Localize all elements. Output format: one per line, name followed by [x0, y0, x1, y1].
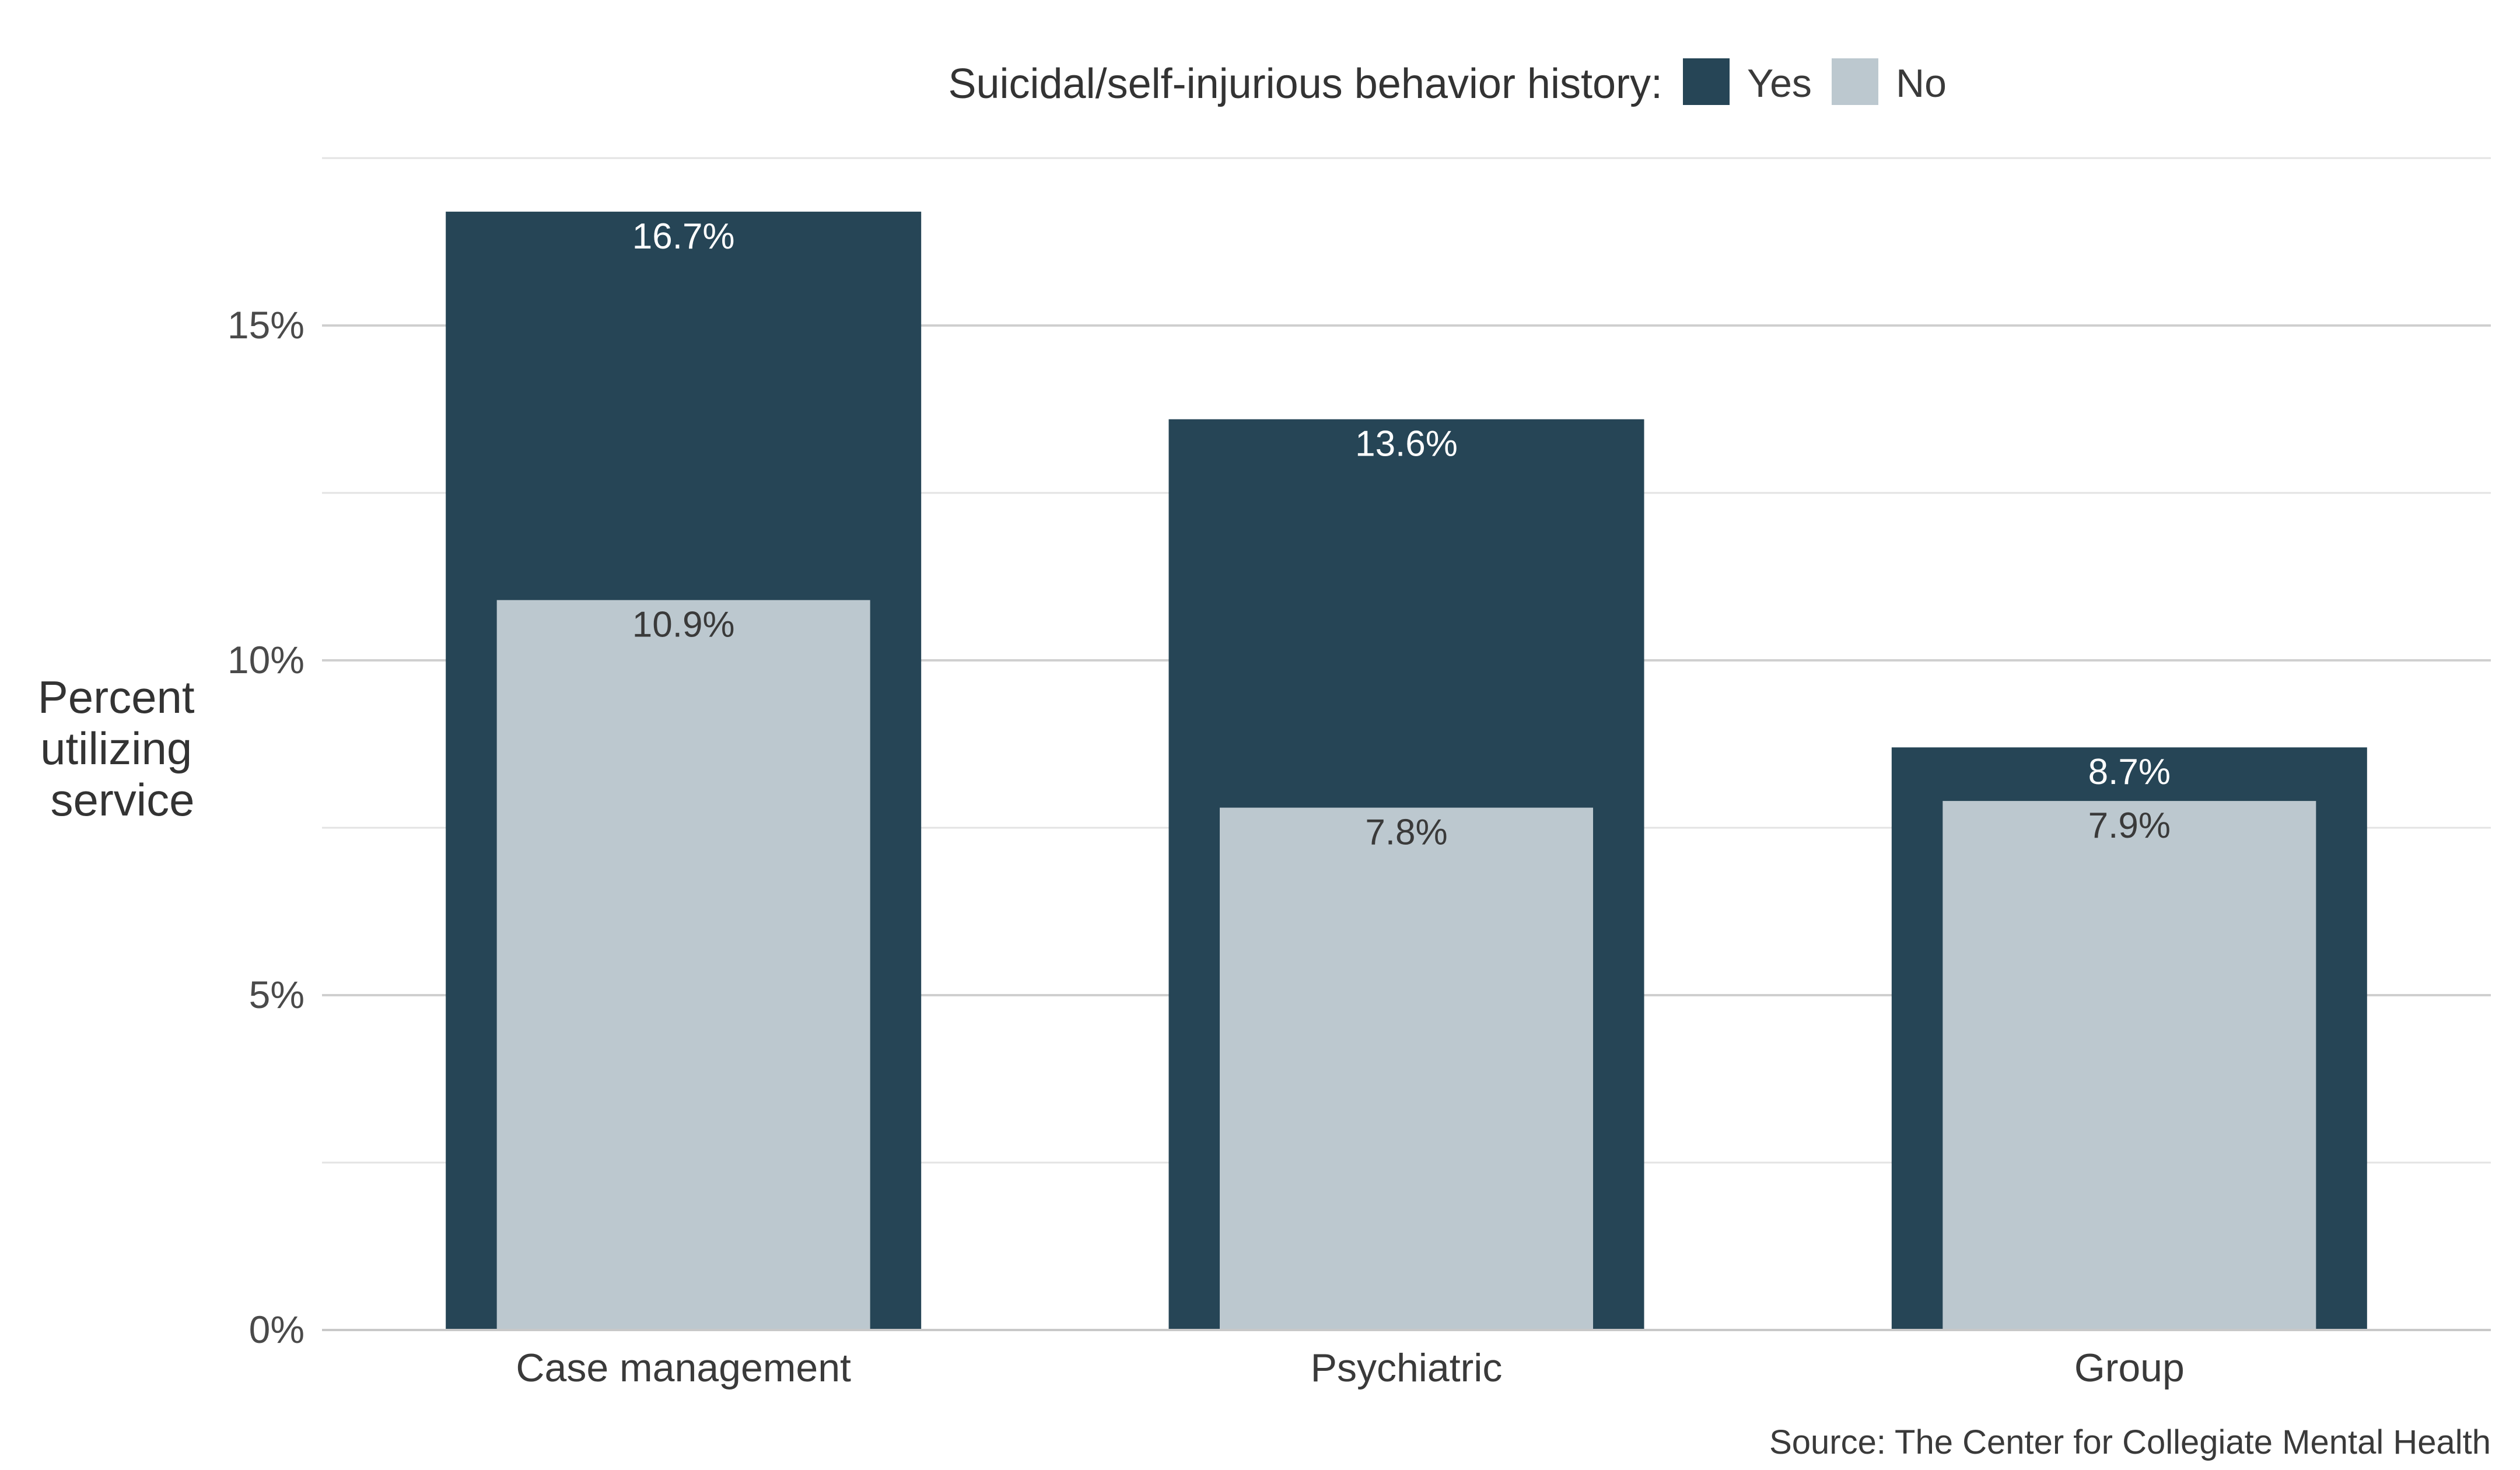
y-tick-label: 10% — [228, 638, 304, 681]
bar-value-label: 8.7% — [2088, 752, 2171, 792]
bar-labels: 16.7% 10.9% 13.6% 7.8% 8.7% 7.9% — [632, 216, 2171, 853]
bar-value-label: 7.9% — [2088, 806, 2171, 846]
bars — [446, 211, 2367, 1331]
y-tick-label: 0% — [249, 1308, 304, 1351]
legend-label-yes: Yes — [1747, 61, 1812, 106]
bar-value-label: 10.9% — [632, 605, 735, 645]
legend: Suicidal/self-injurious behavior history… — [948, 58, 1947, 107]
source-caption: Source: The Center for Collegiate Mental… — [1769, 1423, 2491, 1461]
legend-title: Suicidal/self-injurious behavior history… — [948, 61, 1662, 107]
bar-value-label: 16.7% — [632, 216, 735, 257]
bar-no — [1943, 801, 2316, 1330]
bar-no — [1220, 807, 1593, 1330]
y-tick-label: 5% — [249, 973, 304, 1016]
legend-swatch-yes — [1683, 58, 1730, 105]
bar-value-label: 7.8% — [1365, 813, 1447, 853]
legend-swatch-no — [1832, 58, 1878, 105]
category-labels: Case management Psychiatric Group — [516, 1346, 2184, 1390]
y-axis-title-line-3: service — [50, 774, 194, 825]
y-axis-title-line-1: Percent — [38, 671, 195, 723]
x-category-label: Psychiatric — [1311, 1346, 1503, 1390]
y-axis-title-line-2: utilizing — [40, 723, 192, 774]
legend-label-no: No — [1896, 61, 1947, 106]
y-tick-label: 15% — [228, 303, 304, 346]
bar-value-label: 13.6% — [1355, 424, 1458, 464]
y-axis-title: Percent utilizing service — [38, 671, 207, 825]
bar-no — [496, 600, 870, 1330]
x-category-label: Case management — [516, 1346, 851, 1390]
x-category-label: Group — [2074, 1346, 2185, 1390]
y-axis-ticks: 0% 5% 10% 15% — [228, 303, 304, 1351]
